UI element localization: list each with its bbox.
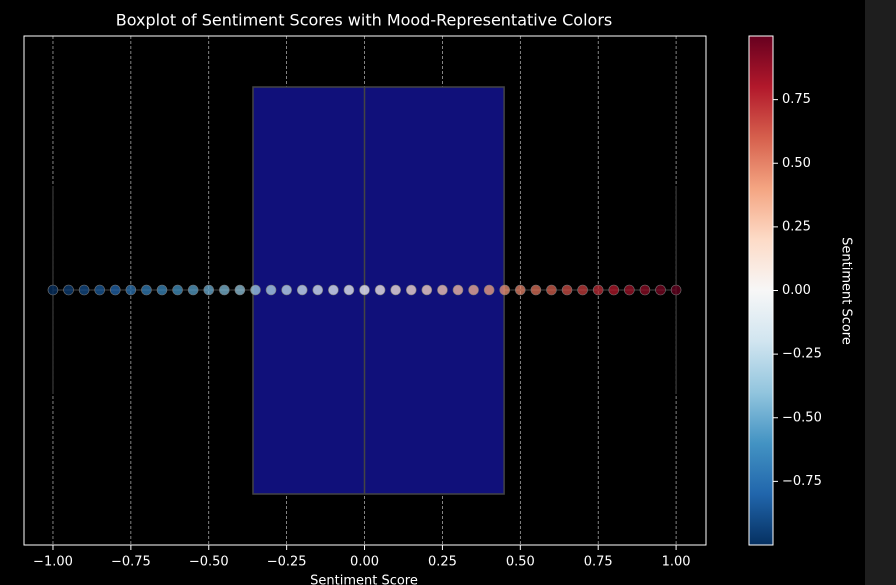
colorbar-tick-label: 0.25 bbox=[782, 219, 811, 234]
point bbox=[546, 284, 557, 296]
point bbox=[452, 284, 464, 296]
point bbox=[125, 284, 137, 296]
point bbox=[405, 284, 417, 296]
point bbox=[515, 284, 526, 296]
point bbox=[234, 284, 246, 296]
x-tick-label: −1.00 bbox=[33, 555, 73, 570]
point bbox=[94, 284, 106, 296]
point bbox=[483, 284, 495, 296]
point bbox=[421, 284, 433, 296]
point bbox=[499, 284, 511, 296]
point bbox=[561, 284, 573, 296]
point bbox=[608, 284, 620, 296]
point bbox=[359, 284, 370, 296]
x-tick-label: 0.75 bbox=[584, 555, 613, 570]
colorbar-tick-label: −0.75 bbox=[782, 474, 822, 489]
point bbox=[141, 284, 152, 296]
point bbox=[639, 284, 651, 296]
point bbox=[312, 284, 324, 296]
point bbox=[343, 284, 355, 296]
point bbox=[437, 284, 448, 296]
colorbar-label: Sentiment Score bbox=[839, 237, 854, 345]
point bbox=[156, 284, 168, 296]
point bbox=[47, 284, 59, 296]
point bbox=[530, 284, 542, 296]
point bbox=[468, 284, 479, 296]
chart: Boxplot of Sentiment Scores with Mood-Re… bbox=[0, 0, 865, 585]
point bbox=[296, 284, 308, 296]
point bbox=[250, 284, 261, 296]
x-tick-label: −0.25 bbox=[267, 555, 307, 570]
colorbar-tick-label: 0.75 bbox=[782, 92, 811, 107]
point bbox=[265, 284, 277, 296]
point bbox=[390, 284, 401, 296]
x-tick-label: 1.00 bbox=[662, 555, 691, 570]
point bbox=[203, 284, 215, 296]
colorbar-tick-label: 0.00 bbox=[782, 283, 811, 298]
point bbox=[328, 284, 339, 296]
point bbox=[219, 284, 230, 296]
x-tick-label: −0.75 bbox=[111, 555, 151, 570]
point bbox=[670, 284, 682, 296]
x-tick-label: 0.00 bbox=[350, 555, 379, 570]
colorbar bbox=[748, 35, 774, 546]
x-tick-label: 0.25 bbox=[428, 555, 457, 570]
point bbox=[374, 284, 386, 296]
point bbox=[109, 284, 121, 296]
point bbox=[63, 284, 74, 296]
x-tick-label: −0.50 bbox=[189, 555, 229, 570]
colorbar-tick-label: −0.25 bbox=[782, 347, 822, 362]
chart-title: Boxplot of Sentiment Scores with Mood-Re… bbox=[116, 11, 612, 30]
point bbox=[187, 284, 199, 296]
point bbox=[577, 284, 588, 296]
plot-frame bbox=[23, 35, 707, 546]
point bbox=[78, 284, 90, 296]
x-tick-label: 0.50 bbox=[506, 555, 535, 570]
point bbox=[172, 284, 183, 296]
x-axis-label: Sentiment Score bbox=[310, 574, 418, 585]
colorbar-tick-label: −0.50 bbox=[782, 410, 822, 425]
point bbox=[592, 284, 604, 296]
point bbox=[655, 284, 666, 296]
point bbox=[624, 284, 635, 296]
point bbox=[281, 284, 292, 296]
colorbar-tick-label: 0.50 bbox=[782, 156, 811, 171]
